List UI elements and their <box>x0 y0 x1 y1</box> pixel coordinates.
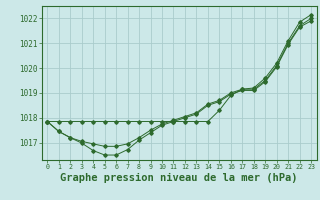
X-axis label: Graphe pression niveau de la mer (hPa): Graphe pression niveau de la mer (hPa) <box>60 173 298 183</box>
